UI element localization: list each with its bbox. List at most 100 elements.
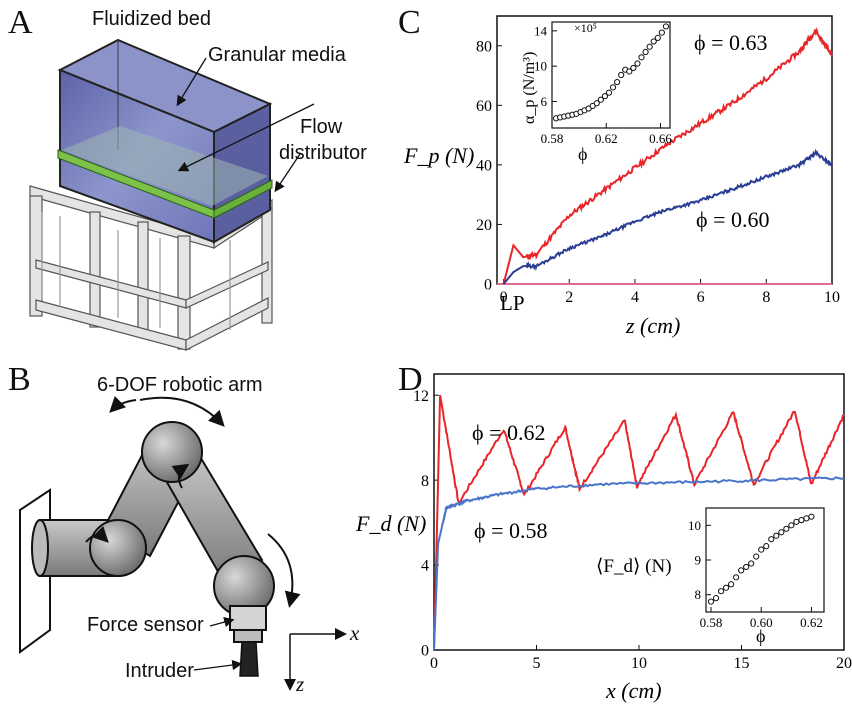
- chart-c-xtick-label: 0: [500, 289, 508, 306]
- chart-c-inset-xtick-label: 0.62: [595, 131, 618, 146]
- chart-c-ylabel: F_p (N): [403, 143, 474, 168]
- chart-c-annotation-lp: LP: [500, 291, 525, 315]
- chart-d-inset-point: [798, 517, 805, 524]
- chart-d-inset-point: [733, 574, 740, 581]
- chart-d-inset-ylabel: ⟨F_d⟩ (N): [596, 556, 672, 577]
- label-flow: Flow: [300, 116, 343, 138]
- chart-c-inset-xtick-label: 0.58: [541, 131, 564, 146]
- chart-c-inset-point: [630, 64, 637, 72]
- chart-c-ytick-label: 20: [476, 217, 492, 234]
- chart-d-inset-point: [717, 588, 725, 595]
- label-axis-z: z: [296, 672, 305, 696]
- chart-d-inset-point: [808, 513, 815, 520]
- chart-c-xtick-label: 2: [565, 289, 573, 306]
- chart-c-inset-ytick-label: 10: [534, 59, 547, 74]
- leader-line-distributor: [274, 153, 301, 193]
- chart-c-inset-point: [605, 89, 613, 96]
- chart-c-ytick-label: 0: [484, 277, 492, 294]
- label-robotic-arm: 6-DOF robotic arm: [97, 374, 263, 396]
- chart-c-inset-point: [662, 23, 670, 30]
- chart-d-inset-point: [778, 529, 785, 536]
- chart-d-inset-point: [758, 546, 765, 553]
- chart-c-inset-point: [650, 38, 657, 45]
- chart-d-inset-point: [753, 553, 760, 560]
- chart-d-xtick-label: 10: [631, 655, 647, 672]
- chart-d-ytick-label: 12: [413, 388, 429, 405]
- chart-d-inset-ytick-label: 8: [695, 587, 702, 602]
- chart-d-legend-phi-062: ϕ = 0.62: [472, 420, 546, 445]
- chart-d-inset-point: [763, 543, 770, 550]
- chart-c-xtick-label: 4: [631, 289, 639, 306]
- chart-d-inset-point: [707, 598, 715, 605]
- chart-c-ytick-label: 60: [476, 98, 492, 115]
- chart-c-xtick-label: 8: [762, 289, 770, 306]
- chart-d-xlabel: x (cm): [605, 678, 662, 703]
- chart-d-inset-point: [773, 532, 780, 539]
- chart-d-ytick-label: 4: [421, 558, 429, 575]
- chart-c-inset-point: [646, 43, 653, 50]
- chart-d-inset-point: [803, 515, 810, 522]
- chart-d: 0 4 8 12 0 5 10 15 20 x (cm) F_d (N) ϕ = 0.62 ϕ…: [355, 373, 852, 703]
- chart-d-inset-point: [728, 581, 735, 588]
- chart-d-inset-point: [788, 522, 795, 529]
- chart-d-inset-point: [783, 525, 790, 532]
- panel-letter-b: B: [8, 361, 31, 398]
- chart-d-inset-point: [748, 560, 755, 567]
- series-phi-058-line: [433, 476, 845, 651]
- label-fluidized-bed: Fluidized bed: [92, 8, 211, 30]
- chart-d-inset-ytick-label: 9: [695, 553, 702, 568]
- robotic-arm-illustration: [19, 395, 347, 691]
- tank: [57, 38, 273, 244]
- chart-c-inset-point: [614, 78, 621, 86]
- panel-letter-c: C: [398, 4, 421, 41]
- chart-c-inset-point: [593, 100, 600, 107]
- chart-c-inset-point: [634, 60, 641, 67]
- label-distributor: distributor: [279, 142, 367, 164]
- chart-c: 0 20 40 60 80 0 2 4 6 8 10 LP z (cm) F_p (N) ϕ = …: [403, 15, 840, 338]
- chart-d-inset-point: [712, 595, 720, 602]
- chart-c-inset-point: [638, 54, 645, 61]
- chart-d-inset-xlabel: ϕ: [756, 626, 765, 646]
- chart-c-inset-point: [626, 68, 633, 75]
- label-granular-media: Granular media: [208, 44, 346, 66]
- chart-d-ytick-label: 8: [421, 473, 429, 490]
- chart-c-inset-point: [658, 29, 665, 36]
- chart-c-ytick-label: 40: [476, 157, 492, 174]
- chart-c-inset-point: [654, 34, 661, 42]
- chart-c-inset-point: [642, 48, 649, 56]
- chart-c-inset-point: [601, 93, 608, 100]
- chart-d-xtick-label: 0: [430, 655, 438, 672]
- chart-d-inset-point: [722, 584, 730, 591]
- leader-line-flow: [177, 103, 315, 172]
- label-axis-x: x: [350, 621, 360, 645]
- chart-c-legend-phi-063: ϕ = 0.63: [694, 30, 768, 55]
- chart-c-inset-frame: [551, 21, 671, 129]
- panel-letter-a: A: [8, 4, 33, 41]
- fluidized-bed-illustration: [29, 38, 315, 351]
- chart-d-inset-point: [768, 536, 775, 543]
- panel-letter-d: D: [398, 361, 423, 398]
- chart-d-inset-point: [738, 567, 745, 574]
- chart-c-xtick-label: 10: [824, 289, 840, 306]
- chart-d-xtick-label: 5: [533, 655, 541, 672]
- chart-c-inset-xlabel: ϕ: [578, 144, 587, 164]
- chart-d-ytick-label: 0: [421, 643, 429, 660]
- chart-d-inset-point: [743, 563, 750, 571]
- chart-c-legend-phi-060: ϕ = 0.60: [696, 207, 770, 232]
- series-phi-060-line: [502, 148, 833, 285]
- chart-d-inset-xtick-label: 0.60: [750, 615, 773, 630]
- chart-c-inset-ytick-label: 14: [534, 23, 548, 38]
- series-phi-063-line: [502, 27, 833, 285]
- chart-c-inset-ylabel: α_p (N/m³): [521, 52, 538, 124]
- series-phi-062-line: [433, 395, 845, 651]
- chart-c-ytick-label: 80: [476, 38, 492, 55]
- chart-d-inset-xtick-label: 0.62: [800, 615, 823, 630]
- chart-c-inset-point: [597, 96, 604, 103]
- label-intruder: Intruder: [125, 660, 194, 682]
- chart-d-inset-ytick-label: 10: [688, 518, 701, 533]
- label-force-sensor: Force sensor: [87, 614, 204, 636]
- chart-d-xtick-label: 15: [734, 655, 750, 672]
- chart-c-xtick-label: 6: [697, 289, 705, 306]
- chart-c-xlabel: z (cm): [625, 313, 680, 338]
